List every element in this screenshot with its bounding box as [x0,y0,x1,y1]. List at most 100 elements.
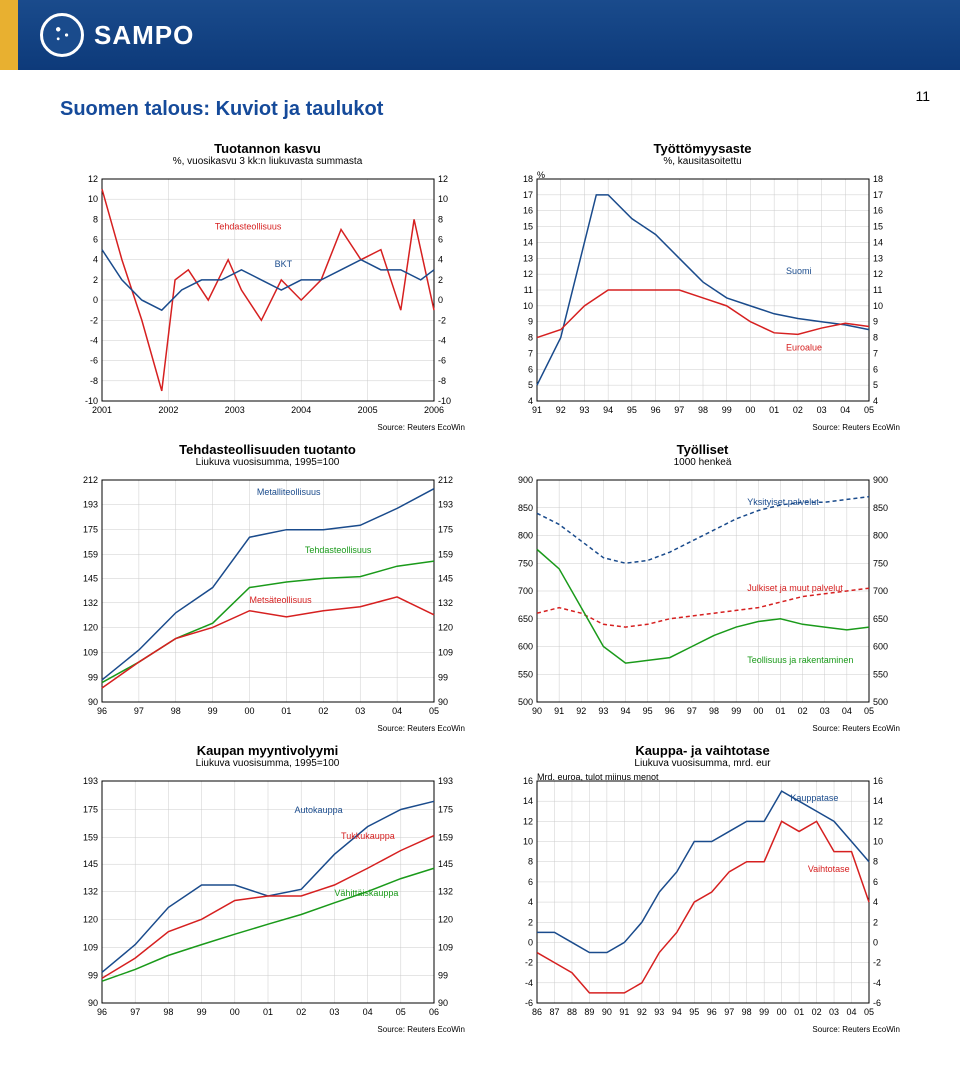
svg-text:Mrd. euroa, tulot miinus menot: Mrd. euroa, tulot miinus menot [537,773,659,782]
chart-title: Tehdasteollisuuden tuotanto [179,442,356,457]
svg-text:97: 97 [133,706,143,716]
svg-text:159: 159 [82,550,97,560]
svg-text:120: 120 [438,622,453,632]
svg-text:96: 96 [650,405,660,415]
svg-text:132: 132 [438,887,453,897]
charts-grid: Tuotannon kasvu%, vuosikasvu 3 kk:n liuk… [0,141,960,1064]
svg-text:4: 4 [438,255,443,265]
chart-tyolliset: Työlliset1000 henkeä50050055055060060065… [495,442,910,733]
svg-text:850: 850 [517,503,532,513]
svg-text:0: 0 [92,295,97,305]
series-label: Tehdasteollisuus [304,545,371,555]
svg-text:89: 89 [584,1007,594,1017]
svg-text:6: 6 [438,235,443,245]
series-label: BKT [274,259,292,269]
svg-text:4: 4 [527,897,532,907]
svg-text:109: 109 [438,942,453,952]
svg-text:2: 2 [527,917,532,927]
svg-text:16: 16 [873,206,883,216]
svg-text:99: 99 [87,672,97,682]
svg-text:97: 97 [686,706,696,716]
svg-text:17: 17 [522,190,532,200]
svg-text:193: 193 [438,499,453,509]
svg-text:-2: -2 [438,315,446,325]
chart-svg: -6-6-4-4-2-20022446688101012121414161686… [503,773,903,1023]
chart-kauppa-vaihto: Kauppa- ja vaihtotaseLiukuva vuosisumma,… [495,743,910,1034]
chart-title: Työlliset [677,442,729,457]
chart-source: Source: Reuters EcoWin [485,423,920,432]
svg-text:145: 145 [438,573,453,583]
svg-text:97: 97 [130,1007,140,1017]
logo-icon [40,13,84,57]
header-bar: SAMPO [0,0,960,70]
svg-text:13: 13 [873,253,883,263]
svg-text:9: 9 [527,317,532,327]
svg-text:90: 90 [438,998,448,1008]
svg-text:99: 99 [196,1007,206,1017]
svg-text:86: 86 [531,1007,541,1017]
chart-tyottomyys: Työttömyysaste%, kausitasoitettu44556677… [495,141,910,432]
svg-text:05: 05 [863,1007,873,1017]
svg-text:2004: 2004 [291,405,311,415]
svg-text:2005: 2005 [357,405,377,415]
svg-text:88: 88 [566,1007,576,1017]
svg-text:120: 120 [82,622,97,632]
svg-text:109: 109 [82,942,97,952]
svg-text:04: 04 [846,1007,856,1017]
svg-text:12: 12 [438,174,448,184]
svg-text:750: 750 [517,558,532,568]
svg-text:06: 06 [428,1007,438,1017]
svg-text:8: 8 [873,857,878,867]
svg-text:93: 93 [579,405,589,415]
brand-logo: SAMPO [40,13,194,57]
svg-text:90: 90 [601,1007,611,1017]
chart-subtitle: Liukuva vuosisumma, 1995=100 [196,758,340,769]
svg-text:96: 96 [664,706,674,716]
svg-text:10: 10 [522,837,532,847]
svg-text:99: 99 [438,672,448,682]
svg-text:120: 120 [438,914,453,924]
svg-text:01: 01 [262,1007,272,1017]
svg-text:145: 145 [82,573,97,583]
svg-text:15: 15 [873,222,883,232]
svg-text:98: 98 [163,1007,173,1017]
svg-text:12: 12 [873,816,883,826]
svg-text:10: 10 [873,301,883,311]
svg-text:12: 12 [873,269,883,279]
svg-text:175: 175 [82,804,97,814]
chart-source: Source: Reuters EcoWin [50,1025,485,1034]
svg-text:92: 92 [555,405,565,415]
svg-text:132: 132 [438,598,453,608]
svg-text:99: 99 [438,970,448,980]
svg-text:-6: -6 [89,356,97,366]
svg-text:02: 02 [296,1007,306,1017]
svg-text:05: 05 [863,706,873,716]
svg-text:01: 01 [775,706,785,716]
svg-text:2: 2 [873,917,878,927]
svg-text:2003: 2003 [224,405,244,415]
svg-text:97: 97 [674,405,684,415]
svg-text:-2: -2 [524,958,532,968]
chart-source: Source: Reuters EcoWin [50,724,485,733]
series-Julkiset [537,588,869,627]
chart-source: Source: Reuters EcoWin [50,423,485,432]
svg-text:6: 6 [527,364,532,374]
svg-text:750: 750 [873,558,888,568]
svg-text:10: 10 [87,194,97,204]
svg-text:02: 02 [318,706,328,716]
series-label: Metalliteollisuus [256,487,320,497]
svg-text:-6: -6 [438,356,446,366]
svg-text:03: 03 [819,706,829,716]
svg-text:98: 98 [170,706,180,716]
svg-text:-8: -8 [438,376,446,386]
series-label: Autokauppa [294,805,342,815]
svg-text:120: 120 [82,914,97,924]
svg-text:18: 18 [873,174,883,184]
brand-text: SAMPO [94,20,194,51]
svg-text:-2: -2 [89,315,97,325]
svg-text:98: 98 [697,405,707,415]
svg-text:8: 8 [438,214,443,224]
svg-text:91: 91 [531,405,541,415]
svg-text:04: 04 [362,1007,372,1017]
chart-svg: 4455667788991010111112121313141415151616… [503,171,903,421]
